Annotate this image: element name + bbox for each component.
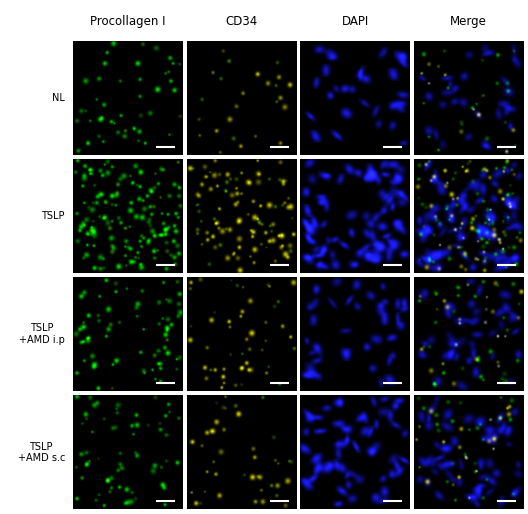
Text: TSLP: TSLP xyxy=(41,211,65,221)
Text: DAPI: DAPI xyxy=(342,15,369,28)
Text: Merge: Merge xyxy=(450,15,487,28)
Text: Procollagen I: Procollagen I xyxy=(90,15,166,28)
Text: NL: NL xyxy=(52,93,65,103)
Text: TSLP
+AMD s.c: TSLP +AMD s.c xyxy=(17,442,65,463)
Text: CD34: CD34 xyxy=(225,15,258,28)
Text: TSLP
+AMD i.p: TSLP +AMD i.p xyxy=(19,323,65,345)
